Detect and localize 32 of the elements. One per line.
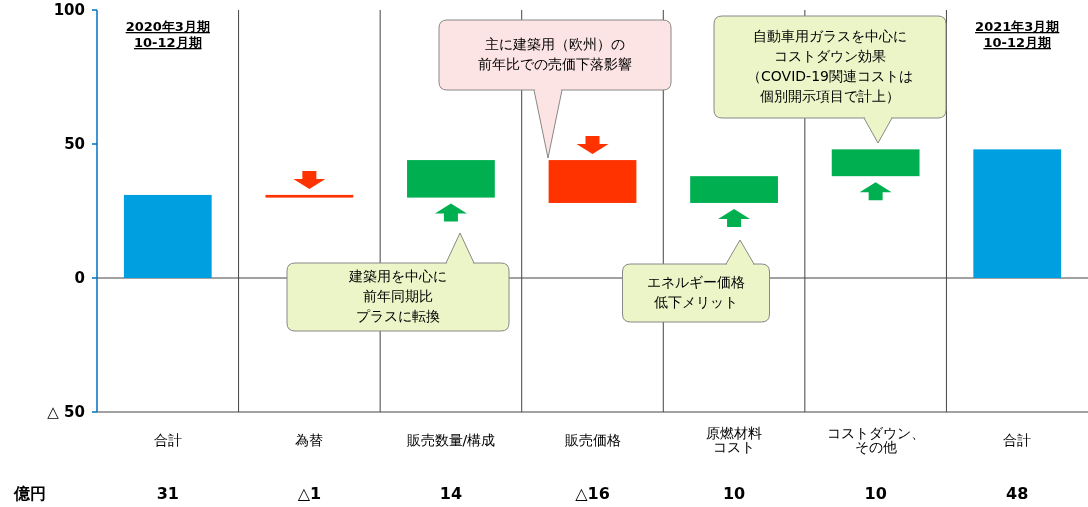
bar: [265, 194, 354, 198]
bar: [973, 149, 1062, 278]
bar: [407, 160, 495, 198]
data-label: △1: [297, 483, 322, 503]
x-tick-label: 販売数量/構成: [406, 432, 496, 448]
data-label: 10: [864, 483, 887, 503]
annotation: 自動車用ガラスを中心にコストダウン効果（COVID-19関連コストは個別開示項目で計上）: [747, 28, 913, 104]
data-label: 14: [439, 483, 463, 503]
data-label: 31: [156, 483, 179, 503]
data-label: 48: [1006, 483, 1029, 503]
x-tick-label: 販売価格: [564, 432, 621, 448]
x-tick-label: 為替: [295, 432, 324, 448]
x-tick-label: 原燃材料コスト: [706, 425, 763, 455]
y-tick-label: △ 50: [47, 402, 85, 421]
data-label: 10: [722, 483, 746, 503]
bar: [690, 176, 778, 203]
y-tick-label: 0: [74, 268, 85, 287]
data-label: △16: [575, 483, 610, 503]
bar: [548, 160, 637, 203]
annotation: エネルギー価格低下メリット: [647, 274, 745, 310]
text: 億円: [13, 483, 46, 503]
x-tick-label: コストダウン、その他: [826, 425, 925, 455]
bar: [831, 149, 920, 177]
y-tick-label: 50: [64, 134, 85, 153]
x-tick-label: 合計: [153, 432, 182, 448]
annotation: 2020年3月期 10-12月期: [125, 18, 210, 50]
annotation: 2021年3月期 10-12月期: [975, 18, 1060, 50]
x-tick-label: 合計: [1003, 432, 1032, 448]
annotation: 建築用を中心に前年同期比プラスに転換: [348, 268, 447, 324]
annotation: 主に建築用（欧州）の前年比での売価下落影響: [478, 36, 632, 72]
y-tick-label: 100: [53, 0, 85, 19]
bar: [123, 194, 212, 278]
